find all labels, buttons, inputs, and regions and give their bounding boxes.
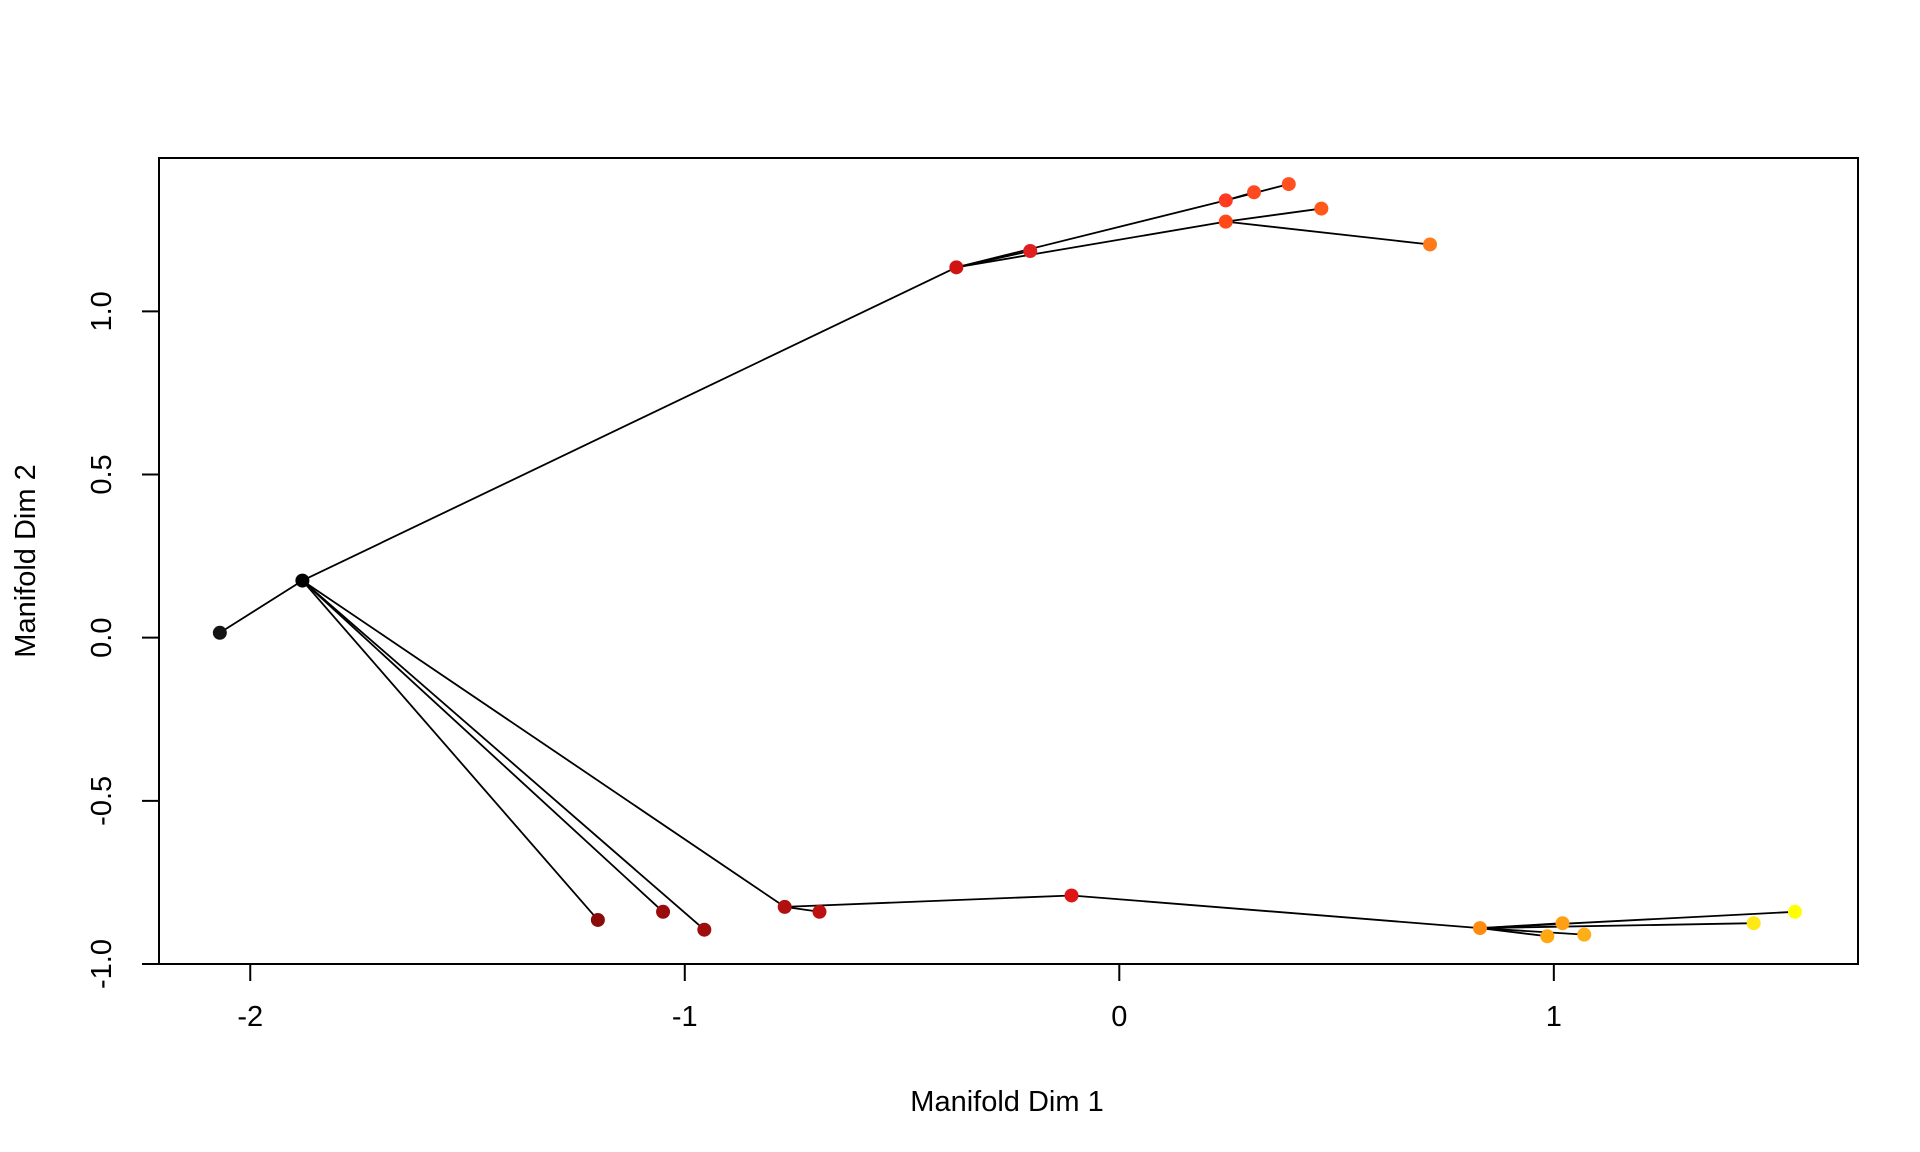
data-point-p4 bbox=[697, 922, 712, 937]
x-axis: -2 -1 0 1 bbox=[237, 963, 1562, 1033]
data-point-p6 bbox=[812, 904, 827, 919]
edge-p1-p2 bbox=[301, 579, 599, 921]
edge-p14-p16 bbox=[956, 199, 1226, 269]
data-point-p17 bbox=[1218, 214, 1233, 229]
data-point-p14 bbox=[949, 260, 964, 275]
edge-p1-p3 bbox=[301, 579, 664, 913]
data-point-p5 bbox=[777, 899, 792, 914]
data-point-p18 bbox=[1247, 185, 1262, 200]
y-tick-label: -1.0 bbox=[86, 939, 118, 989]
x-tick-label: -1 bbox=[672, 1001, 698, 1033]
data-point-p15 bbox=[1023, 244, 1038, 258]
data-point-p8 bbox=[1472, 921, 1487, 936]
edge-p1-p5 bbox=[301, 579, 786, 908]
points-layer bbox=[212, 177, 1802, 944]
data-point-p19 bbox=[1281, 177, 1296, 192]
data-point-p11 bbox=[1577, 927, 1592, 942]
x-tick-label: 0 bbox=[1111, 1001, 1127, 1033]
y-tick-label: 0.5 bbox=[86, 454, 118, 494]
x-tick-label: 1 bbox=[1546, 1001, 1562, 1033]
edge-p17-p20 bbox=[1225, 207, 1322, 223]
data-point-p0 bbox=[212, 625, 227, 640]
y-tick-label: 0.0 bbox=[86, 618, 118, 658]
edge-p8-p13 bbox=[1479, 910, 1796, 930]
edges-layer bbox=[219, 183, 1796, 938]
y-tick-label: -0.5 bbox=[86, 776, 118, 826]
data-point-p1 bbox=[295, 573, 310, 588]
data-point-p16 bbox=[1218, 193, 1233, 208]
edge-p1-p4 bbox=[301, 579, 705, 931]
edge-p8-p12 bbox=[1479, 922, 1754, 930]
y-axis-title: Manifold Dim 2 bbox=[10, 464, 42, 657]
x-axis-title: Manifold Dim 1 bbox=[910, 1086, 1103, 1118]
edge-p7-p8 bbox=[1071, 894, 1481, 930]
data-point-p20 bbox=[1314, 201, 1329, 216]
y-axis: -1.0 -0.5 0.0 0.5 1.0 bbox=[86, 291, 160, 989]
y-tick-label: 1.0 bbox=[86, 291, 118, 331]
edge-p0-p1 bbox=[219, 579, 303, 634]
x-tick-label: -2 bbox=[237, 1001, 263, 1033]
data-point-p13 bbox=[1787, 904, 1802, 919]
edge-p8-p11 bbox=[1479, 927, 1585, 936]
edge-p14-p17 bbox=[956, 220, 1226, 269]
data-point-p10 bbox=[1555, 916, 1570, 931]
data-point-p9 bbox=[1540, 929, 1555, 944]
data-point-p7 bbox=[1064, 888, 1079, 903]
edge-p17-p21 bbox=[1225, 220, 1431, 246]
data-point-p3 bbox=[656, 904, 671, 919]
edge-p1-p14 bbox=[302, 266, 957, 582]
edge-p5-p7 bbox=[784, 894, 1072, 908]
data-point-p2 bbox=[590, 912, 605, 927]
data-point-p12 bbox=[1746, 916, 1761, 931]
data-point-p21 bbox=[1422, 237, 1437, 252]
plot-frame bbox=[158, 157, 1859, 965]
